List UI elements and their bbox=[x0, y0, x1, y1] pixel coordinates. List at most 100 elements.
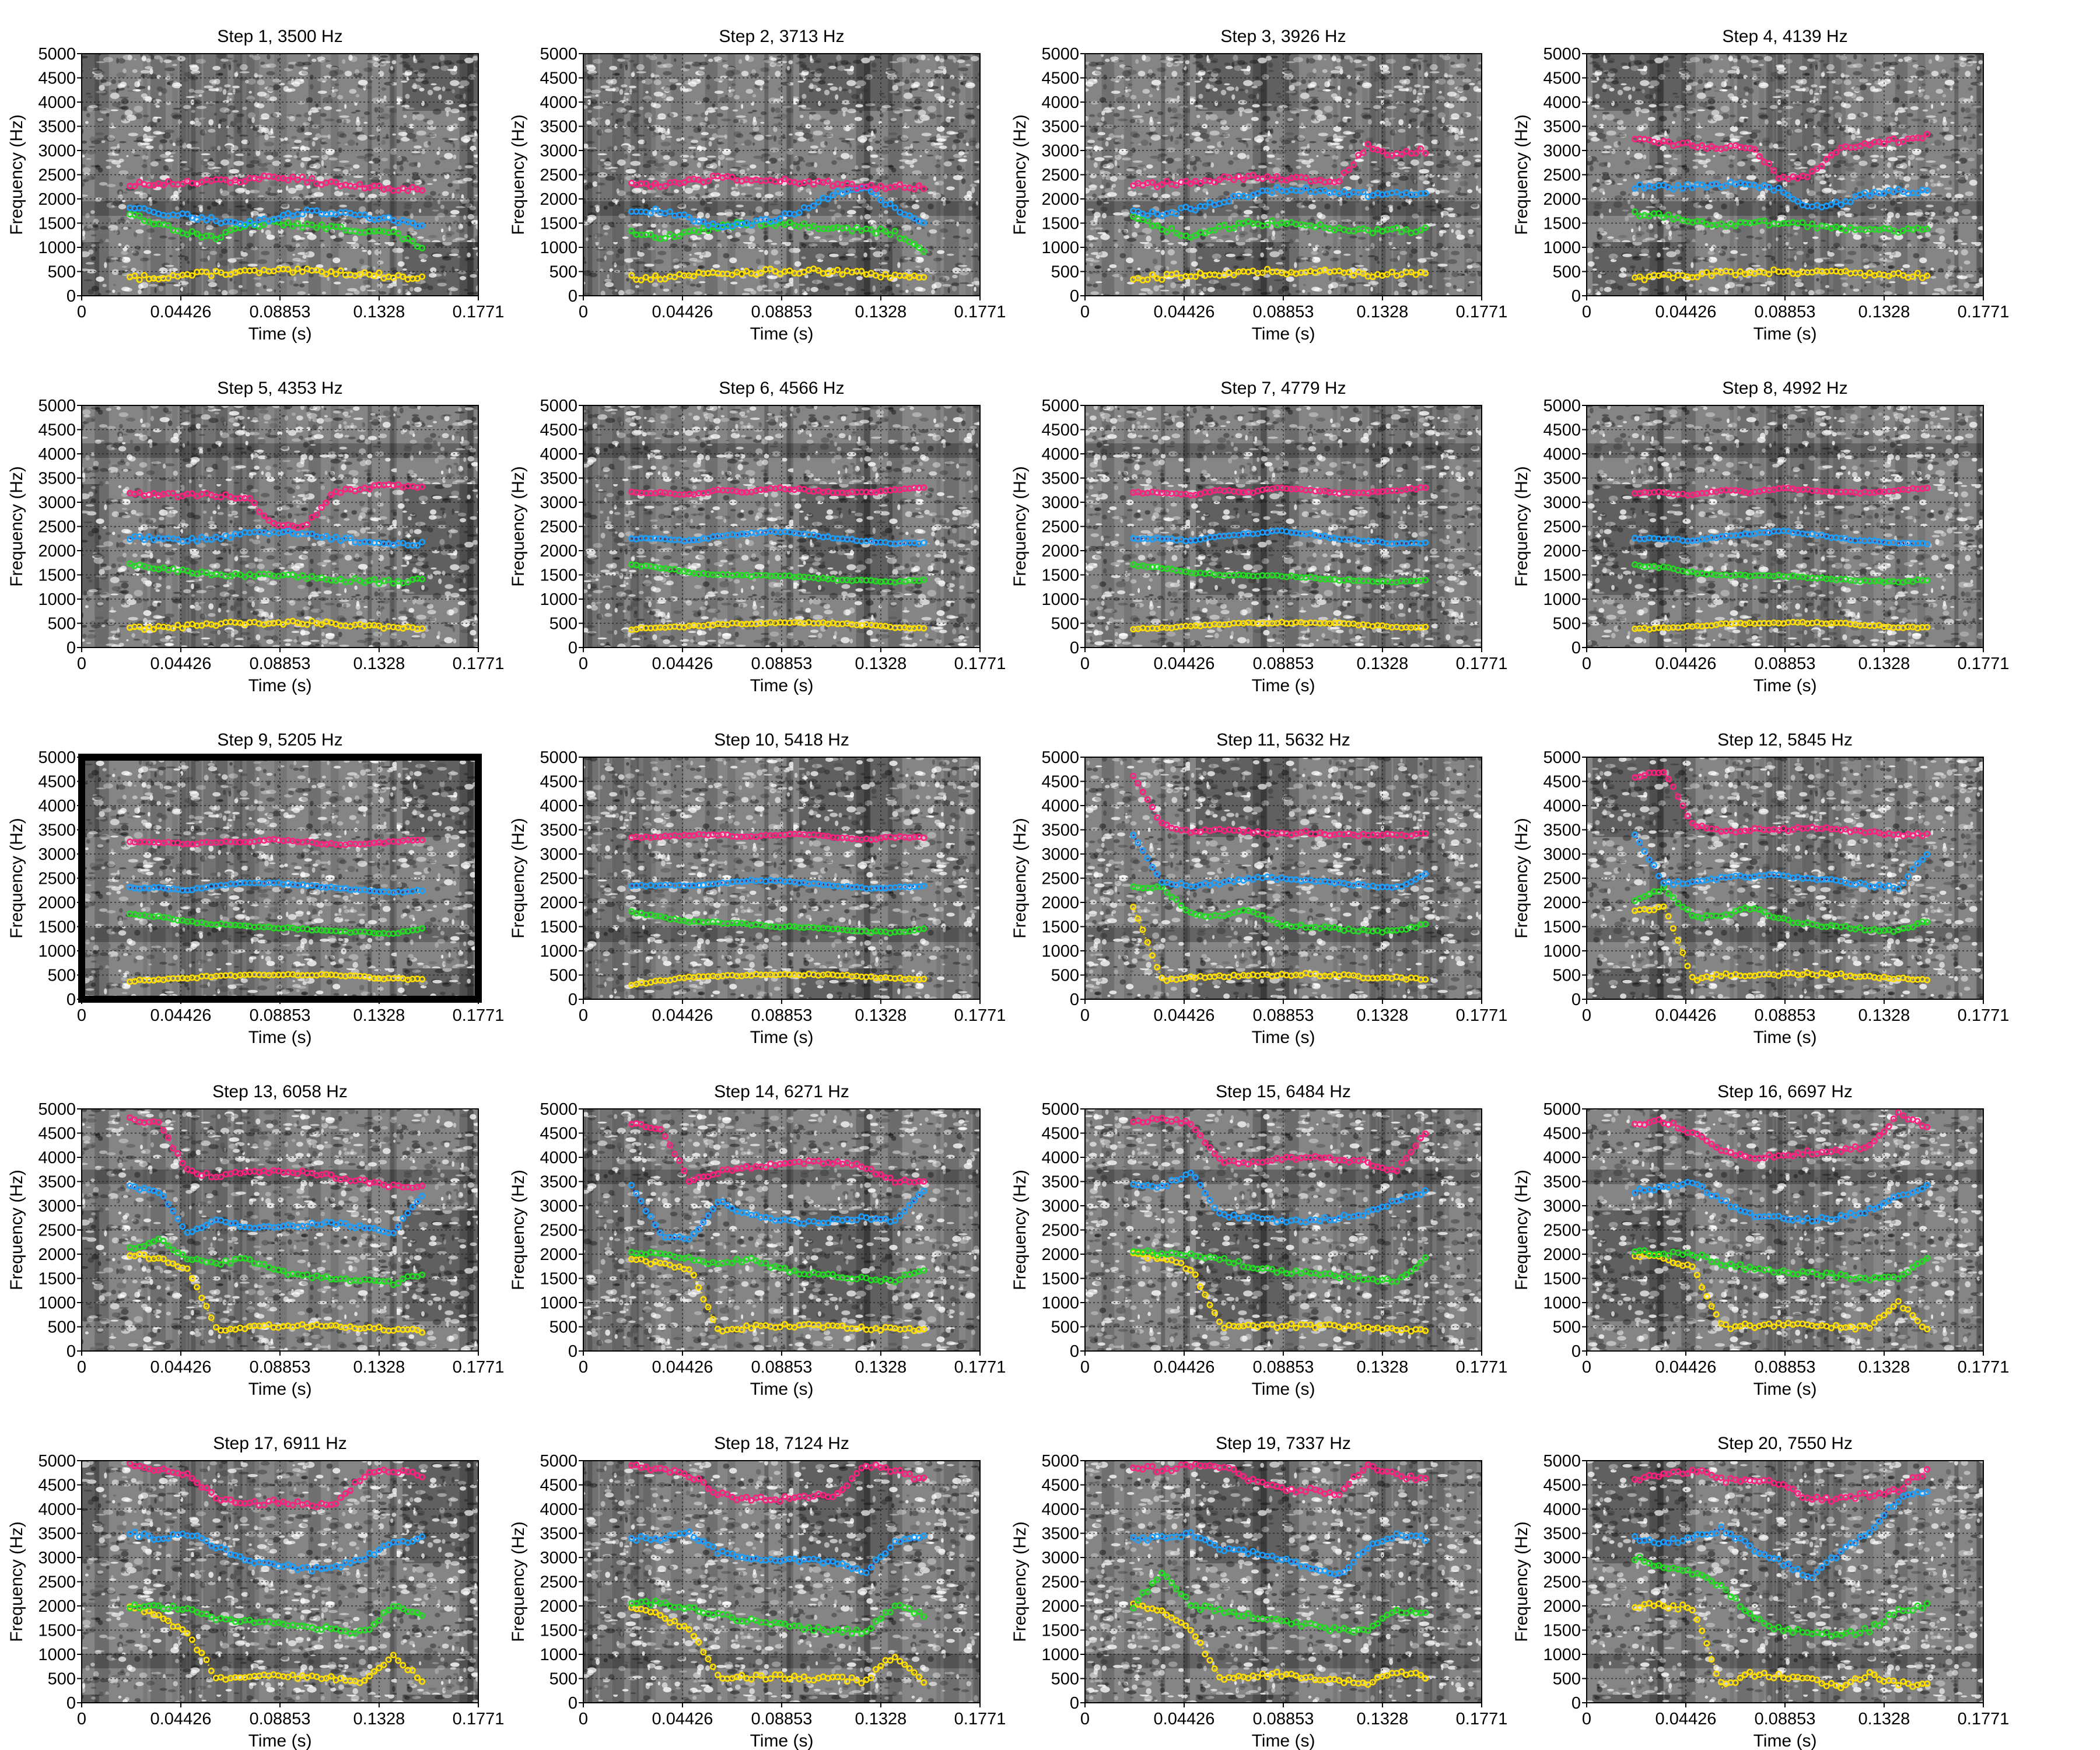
x-tick-label: 0.08853 bbox=[1253, 303, 1314, 321]
formant-track-F4 bbox=[1632, 769, 1931, 839]
formant-point bbox=[1211, 226, 1218, 233]
formant-point bbox=[1163, 889, 1170, 896]
x-tick-label: 0.08853 bbox=[751, 1358, 813, 1377]
y-tick-label: 1000 bbox=[38, 239, 76, 257]
x-tick-label: 0.1771 bbox=[1958, 1006, 2010, 1025]
formant-point bbox=[695, 176, 702, 183]
y-tick-label: 1000 bbox=[1543, 942, 1581, 961]
y-tick-label: 4000 bbox=[1543, 445, 1581, 464]
formant-point bbox=[198, 214, 205, 220]
formant-point bbox=[1154, 964, 1161, 971]
formant-point bbox=[906, 1325, 913, 1332]
formant-point bbox=[1269, 176, 1276, 183]
formant-point bbox=[1794, 1271, 1801, 1278]
formant-point bbox=[1302, 174, 1309, 181]
formant-point bbox=[419, 1678, 426, 1685]
y-tick-label: 500 bbox=[48, 1318, 76, 1337]
formant-point bbox=[1794, 1215, 1801, 1222]
formant-point bbox=[303, 1223, 310, 1230]
formant-point bbox=[1230, 225, 1237, 232]
formant-point bbox=[824, 195, 831, 202]
formant-point bbox=[1422, 870, 1429, 877]
formant-point bbox=[1144, 276, 1151, 283]
formant-point bbox=[1665, 211, 1672, 218]
y-tick-label: 3000 bbox=[1041, 1197, 1079, 1216]
y-tick-label: 4500 bbox=[1041, 773, 1079, 792]
formant-point bbox=[752, 1257, 760, 1264]
chart-panel-9: Step 9, 5205 Hz0500100015002000250030003… bbox=[7, 730, 504, 1047]
formant-point bbox=[662, 1133, 668, 1140]
formant-point bbox=[1178, 1175, 1185, 1182]
formant-track-F1 bbox=[1130, 265, 1429, 284]
formant-point bbox=[188, 228, 195, 235]
formant-point bbox=[848, 228, 855, 235]
formant-point bbox=[1278, 1267, 1285, 1274]
y-tick-label: 3500 bbox=[38, 470, 76, 488]
track-fit-line bbox=[631, 187, 925, 228]
y-tick-label: 4500 bbox=[540, 421, 578, 440]
formant-point bbox=[141, 536, 148, 543]
y-axis-label: Frequency (Hz) bbox=[1512, 818, 1531, 939]
formant-point bbox=[1422, 1187, 1429, 1194]
y-tick-label: 4000 bbox=[540, 93, 578, 112]
formant-point bbox=[1713, 826, 1720, 833]
formant-track-F4 bbox=[1130, 484, 1429, 499]
formant-point bbox=[285, 219, 292, 226]
formant-point bbox=[184, 537, 191, 544]
formant-point bbox=[1197, 1181, 1204, 1188]
formant-point bbox=[1646, 212, 1653, 219]
formant-point bbox=[1919, 856, 1926, 863]
formant-point bbox=[1766, 1152, 1773, 1158]
formant-point bbox=[131, 183, 138, 190]
formant-point bbox=[265, 1170, 272, 1177]
formant-point bbox=[400, 1275, 407, 1282]
x-axis-label: Time (s) bbox=[1754, 1380, 1817, 1399]
y-tick-label: 2000 bbox=[1041, 894, 1079, 912]
formant-point bbox=[1641, 1247, 1648, 1254]
formant-point bbox=[1914, 270, 1921, 276]
x-tick-label: 0.1328 bbox=[1859, 1006, 1910, 1025]
formant-point bbox=[188, 1636, 195, 1643]
formant-point bbox=[361, 579, 368, 586]
formant-point bbox=[1866, 192, 1873, 199]
formant-point bbox=[1636, 839, 1643, 846]
formant-point bbox=[131, 1183, 138, 1190]
formant-track-F3 bbox=[127, 879, 426, 896]
y-tick-label: 2000 bbox=[540, 894, 578, 912]
formant-point bbox=[1269, 874, 1276, 881]
formant-point bbox=[318, 504, 325, 511]
formant-point bbox=[164, 1605, 172, 1612]
formant-point bbox=[844, 1160, 850, 1167]
formant-point bbox=[1163, 1182, 1170, 1189]
formant-point bbox=[1842, 923, 1849, 930]
y-tick-label: 4000 bbox=[1041, 445, 1079, 464]
y-tick-label: 1500 bbox=[38, 566, 76, 585]
formant-point bbox=[366, 1672, 373, 1679]
formant-point bbox=[1422, 539, 1429, 546]
y-tick-label: 5000 bbox=[1543, 45, 1581, 64]
formant-point bbox=[275, 219, 282, 226]
formant-point bbox=[309, 1170, 316, 1177]
formant-point bbox=[188, 1228, 195, 1236]
formant-point bbox=[815, 1157, 822, 1164]
formant-point bbox=[1163, 178, 1170, 185]
formant-point bbox=[1149, 804, 1156, 811]
y-tick-label: 5000 bbox=[38, 1100, 76, 1119]
formant-point bbox=[242, 573, 249, 580]
formant-point bbox=[1269, 217, 1276, 224]
formant-point bbox=[1699, 142, 1706, 149]
formant-point bbox=[160, 1192, 167, 1199]
formant-point bbox=[400, 1662, 407, 1669]
y-tick-label: 3500 bbox=[1543, 470, 1581, 488]
formant-track-F4 bbox=[628, 1120, 928, 1186]
formant-point bbox=[169, 490, 176, 497]
formant-point bbox=[882, 271, 889, 278]
formant-point bbox=[1403, 1155, 1410, 1162]
formant-point bbox=[628, 228, 635, 235]
y-tick-label: 3500 bbox=[1041, 1173, 1079, 1192]
formant-point bbox=[1670, 275, 1676, 282]
y-tick-label: 2500 bbox=[1543, 518, 1581, 537]
formant-point bbox=[400, 273, 407, 280]
formant-point bbox=[419, 836, 426, 844]
y-tick-label: 2000 bbox=[1543, 190, 1581, 209]
